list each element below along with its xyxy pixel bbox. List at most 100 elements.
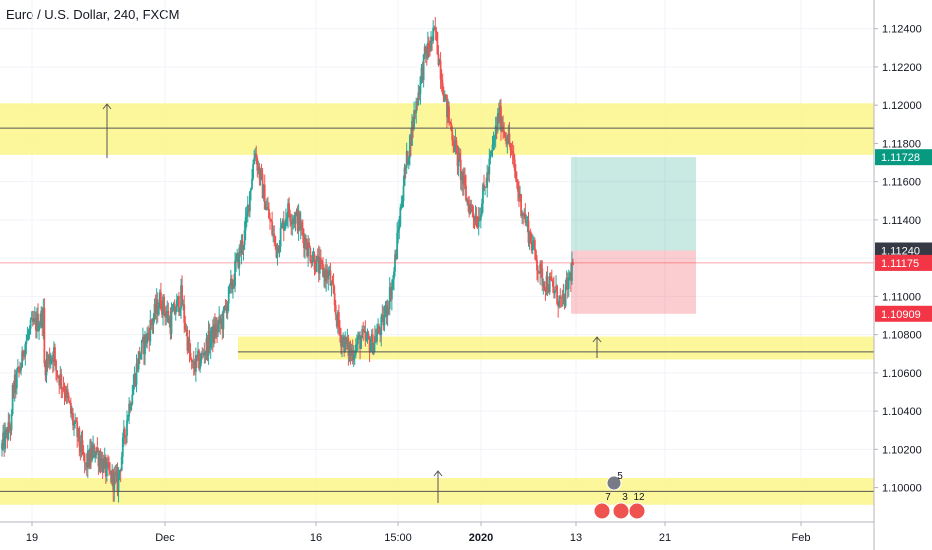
candle-body: [351, 350, 354, 361]
candle-body: [452, 140, 455, 146]
us-flag-icon[interactable]: [628, 502, 646, 520]
candle-body: [282, 220, 285, 231]
candle-body: [18, 367, 20, 370]
candle-body: [429, 49, 431, 51]
candle-body: [569, 272, 572, 281]
candle-body: [43, 308, 46, 364]
candle-body: [458, 152, 461, 160]
candle-body: [15, 371, 18, 389]
candle-body: [471, 205, 474, 213]
candle-body: [503, 130, 506, 133]
candle-body: [265, 207, 268, 209]
candle-body: [326, 269, 329, 280]
x-tick-label: Dec: [155, 532, 175, 544]
candle-body: [228, 284, 231, 287]
candle-body: [438, 60, 441, 65]
candle-body: [100, 458, 103, 469]
candle-body: [268, 209, 270, 219]
candle-body: [424, 46, 427, 53]
candle-body: [105, 462, 108, 477]
loss-zone[interactable]: [571, 250, 696, 314]
candle-body: [193, 368, 196, 373]
candle-body: [379, 331, 382, 336]
candle-body: [152, 317, 155, 325]
candle-body: [423, 46, 426, 55]
candle-body: [536, 259, 538, 271]
candle-body: [39, 323, 42, 326]
x-tick-label: 19: [26, 532, 38, 544]
candle-body: [433, 27, 436, 29]
us-flag-icon[interactable]: [593, 502, 611, 520]
candle-body: [8, 422, 11, 429]
event-flag-icon[interactable]: [606, 475, 622, 491]
candle-body: [419, 76, 422, 95]
candle-body: [151, 323, 154, 325]
candle-body: [156, 299, 159, 315]
candle-body: [325, 269, 328, 282]
candle-body: [229, 278, 232, 285]
candle-body: [393, 271, 395, 280]
candle-body: [199, 363, 202, 369]
candle-body: [7, 422, 10, 440]
candle-body: [380, 316, 383, 336]
candle-body: [95, 447, 98, 456]
candle-body: [510, 150, 513, 152]
candle-body: [10, 414, 13, 431]
profit-zone[interactable]: [571, 157, 696, 251]
candle-body: [275, 243, 278, 258]
candle-body: [453, 145, 456, 152]
candle-body: [66, 389, 69, 396]
candle-body: [370, 334, 373, 347]
candle-body: [307, 242, 310, 257]
candle-body: [174, 311, 177, 315]
candle-body: [352, 355, 355, 361]
candle-body: [316, 255, 319, 257]
candle-body: [99, 457, 102, 469]
y-tick-label: 1.11000: [882, 291, 921, 303]
us-flag-icon[interactable]: [612, 502, 630, 520]
candle-body: [416, 100, 419, 105]
candle-body: [447, 106, 449, 118]
candle-body: [440, 79, 443, 83]
candle-body: [558, 295, 561, 307]
candle-body: [182, 304, 185, 306]
candle-body: [365, 336, 368, 340]
candle-body: [5, 429, 8, 432]
candle-body: [509, 143, 512, 151]
candle-body: [9, 428, 12, 431]
candle-body: [470, 204, 473, 206]
candle-body: [240, 241, 243, 254]
candle-body: [72, 413, 74, 426]
candle-body: [543, 282, 546, 289]
candle-body: [252, 164, 254, 179]
candle-body: [492, 139, 495, 145]
candle-body: [12, 385, 15, 394]
candle-body: [262, 184, 265, 199]
candle-body: [157, 307, 160, 315]
price-badge-label: 1.11175: [881, 258, 919, 270]
candle-body: [414, 110, 417, 114]
candle-body: [410, 135, 412, 146]
y-tick-label: 1.11800: [882, 138, 921, 150]
candle-body: [69, 403, 72, 414]
candle-body: [196, 355, 198, 358]
candle-body: [396, 232, 399, 259]
candle-body: [24, 344, 27, 357]
candle-body: [197, 350, 199, 358]
candle-body: [413, 110, 415, 128]
candle-body: [207, 331, 210, 356]
candle-body: [428, 42, 430, 50]
candle-body: [175, 299, 178, 312]
candle-body: [294, 214, 297, 224]
candle-body: [480, 203, 483, 215]
candle-body: [375, 336, 377, 342]
candle-body: [561, 294, 564, 298]
candles: [1, 16, 574, 503]
candle-body: [22, 351, 25, 354]
candle-body: [373, 336, 376, 344]
candle-body: [115, 471, 118, 475]
candle-body: [215, 325, 217, 337]
candle-body: [318, 257, 321, 274]
candle-body: [313, 254, 316, 270]
